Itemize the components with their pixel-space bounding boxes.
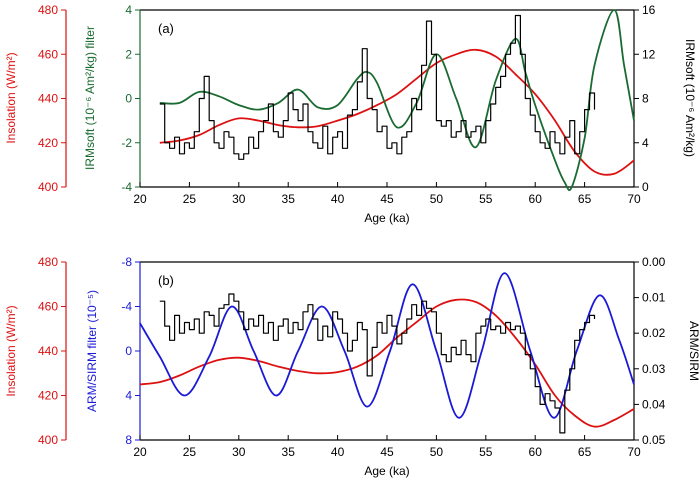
filter-axis-label: ARM/SIRM filter (10⁻⁵) xyxy=(85,290,99,412)
filter-tick-label: -4 xyxy=(121,180,132,194)
right-tick-label: 0.05 xyxy=(642,433,666,447)
x-tick-label: 65 xyxy=(578,445,592,459)
filter-tick-label: -4 xyxy=(121,300,132,314)
x-tick-label: 55 xyxy=(479,192,493,206)
panel-a: 20 25 30 35 40 45 50 55 60 65 70400420440460480-4-… xyxy=(4,3,697,225)
insolation-axis-label: Insolation (W/m²) xyxy=(4,305,18,396)
right-tick-label: 16 xyxy=(642,3,656,17)
x-tick-label: 50 xyxy=(430,445,444,459)
x-tick-label: 30 xyxy=(232,192,246,206)
right-series-line xyxy=(159,293,596,434)
filter-tick-label: -2 xyxy=(121,136,132,150)
x-tick-label: 60 xyxy=(529,445,543,459)
filter-tick-label: 0 xyxy=(125,92,132,106)
x-tick-label: 70 xyxy=(627,192,641,206)
right-series-line xyxy=(159,14,596,160)
x-axis-label: Age (ka) xyxy=(364,211,409,225)
filter-tick-label: 0 xyxy=(125,344,132,358)
x-tick-label: 70 xyxy=(627,445,641,459)
x-tick-label: 20 xyxy=(133,445,147,459)
panel-label: (a) xyxy=(158,21,174,36)
filter-series-line xyxy=(159,9,635,191)
right-axis-label: IRMsoft (10⁻⁶ Am²/kg) xyxy=(683,39,697,157)
right-tick-label: 0.03 xyxy=(642,362,666,376)
insolation-tick-label: 480 xyxy=(38,255,58,269)
right-tick-label: 4 xyxy=(642,136,649,150)
x-tick-label: 20 xyxy=(133,192,147,206)
insolation-tick-label: 480 xyxy=(38,3,58,17)
right-tick-label: 0.00 xyxy=(642,255,666,269)
insolation-tick-label: 460 xyxy=(38,47,58,61)
x-tick-label: 30 xyxy=(232,445,246,459)
right-tick-label: 12 xyxy=(642,47,656,61)
filter-tick-label: 8 xyxy=(125,433,132,447)
right-tick-label: 0 xyxy=(642,180,649,194)
right-axis-label: ARM/SIRM xyxy=(687,321,700,381)
x-tick-label: 55 xyxy=(479,445,493,459)
filter-tick-label: 4 xyxy=(125,3,132,17)
insolation-axis-label: Insolation (W/m²) xyxy=(4,52,18,143)
filter-tick-label: -8 xyxy=(121,255,132,269)
right-tick-label: 8 xyxy=(642,92,649,106)
x-axis-label: Age (ka) xyxy=(364,464,409,478)
insolation-tick-label: 460 xyxy=(38,300,58,314)
x-tick-label: 40 xyxy=(331,445,345,459)
x-tick-label: 40 xyxy=(331,192,345,206)
x-tick-label: 60 xyxy=(529,192,543,206)
x-tick-label: 35 xyxy=(282,192,296,206)
right-tick-label: 0.02 xyxy=(642,326,666,340)
insolation-series-line xyxy=(139,298,635,428)
x-tick-label: 45 xyxy=(380,192,394,206)
right-tick-label: 0.01 xyxy=(642,291,666,305)
insolation-tick-label: 440 xyxy=(38,344,58,358)
filter-tick-label: 2 xyxy=(125,47,132,61)
filter-tick-label: 4 xyxy=(125,389,132,403)
x-tick-label: 50 xyxy=(430,192,444,206)
panel-label: (b) xyxy=(158,273,174,288)
insolation-tick-label: 440 xyxy=(38,92,58,106)
insolation-tick-label: 400 xyxy=(38,180,58,194)
filter-series-line xyxy=(139,272,635,419)
insolation-series-line xyxy=(159,48,635,176)
x-tick-label: 35 xyxy=(282,445,296,459)
insolation-tick-label: 420 xyxy=(38,389,58,403)
right-tick-label: 0.04 xyxy=(642,397,666,411)
x-tick-label: 25 xyxy=(183,192,197,206)
x-tick-label: 45 xyxy=(380,445,394,459)
insolation-tick-label: 420 xyxy=(38,136,58,150)
x-tick-label: 25 xyxy=(183,445,197,459)
filter-axis-label: IRMsoft (10⁻⁶ Am²/kg) filter xyxy=(83,26,97,170)
x-tick-label: 65 xyxy=(578,192,592,206)
insolation-tick-label: 400 xyxy=(38,433,58,447)
